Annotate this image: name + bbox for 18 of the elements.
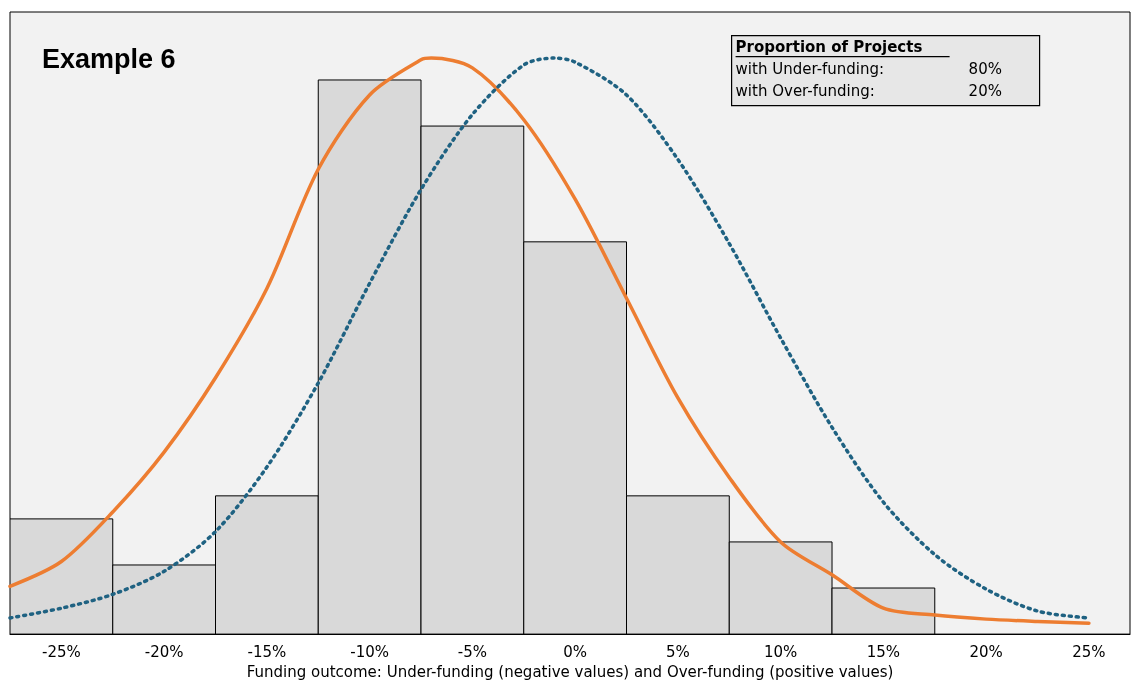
x-tick-label: 10% [763,642,798,661]
annotation: with Over-funding: [735,82,875,101]
x-tick-label: -25% [41,642,81,661]
x-axis-title: Funding outcome: Under-funding (negative values) and Over-funding (positive values) [246,662,894,681]
annotation: with Under-funding: [735,60,885,79]
x-tick-label: 0% [563,642,588,661]
x-tick-label: 20% [969,642,1003,661]
x-tick-label: 15% [866,642,901,661]
annotation: 80% [968,60,1002,79]
x-tick-label: -10% [350,642,390,661]
annotation: 20% [968,82,1002,101]
x-tick-label: -15% [247,642,287,661]
text: Proportion of Projects [735,38,923,57]
x-tick-label: -20% [144,642,184,661]
x-tick-label: 25% [1072,642,1106,661]
x-tick-label: -5% [457,642,487,661]
chart-title: Example 6 [42,43,176,74]
x-tick-label: 5% [665,642,690,661]
